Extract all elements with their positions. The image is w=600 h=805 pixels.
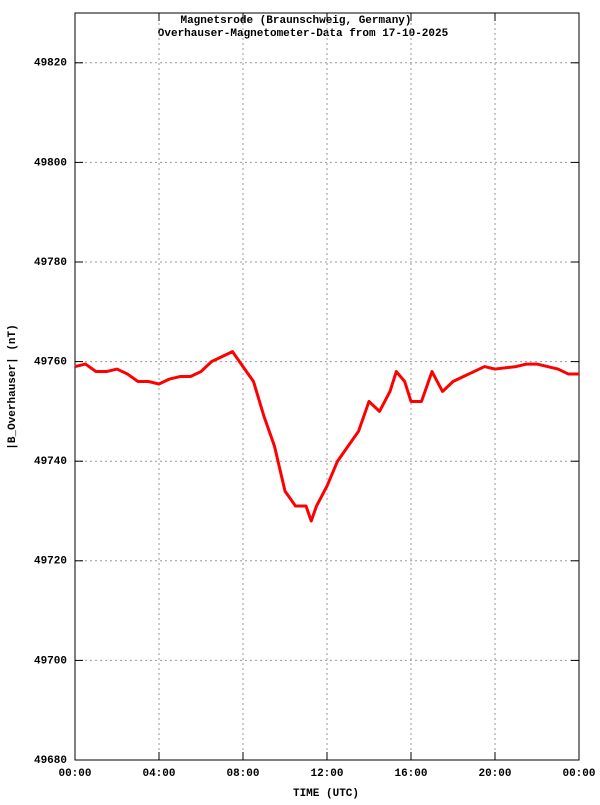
chart-title: Magnetsrode (Braunschweig, Germany) [180,15,411,27]
plot-frame [74,12,580,761]
chart-subtitle: Overhauser-Magnetometer-Data from 17-10-… [158,28,449,40]
x-tick-label: 04:00 [142,768,175,780]
x-tick-label: 08:00 [226,768,259,780]
y-tick-label: 49800 [34,157,67,169]
x-tick-label: 16:00 [394,768,427,780]
x-tick-label: 12:00 [310,768,343,780]
y-tick-label: 49760 [34,357,67,369]
y-tick-label: 49820 [34,58,67,70]
x-axis-label: TIME (UTC) [293,788,359,800]
x-tick-label: 00:00 [58,768,91,780]
y-tick-label: 49740 [34,456,67,468]
y-axis-label: |B_Overhauser| (nT) [7,324,19,449]
x-tick-label: 20:00 [478,768,511,780]
y-tick-label: 49680 [34,755,67,767]
x-tick-label: 00:00 [562,768,595,780]
y-tick-label: 49720 [34,556,67,568]
y-tick-label: 49780 [34,257,67,269]
y-tick-label: 49700 [34,655,67,667]
data-line [74,350,579,523]
